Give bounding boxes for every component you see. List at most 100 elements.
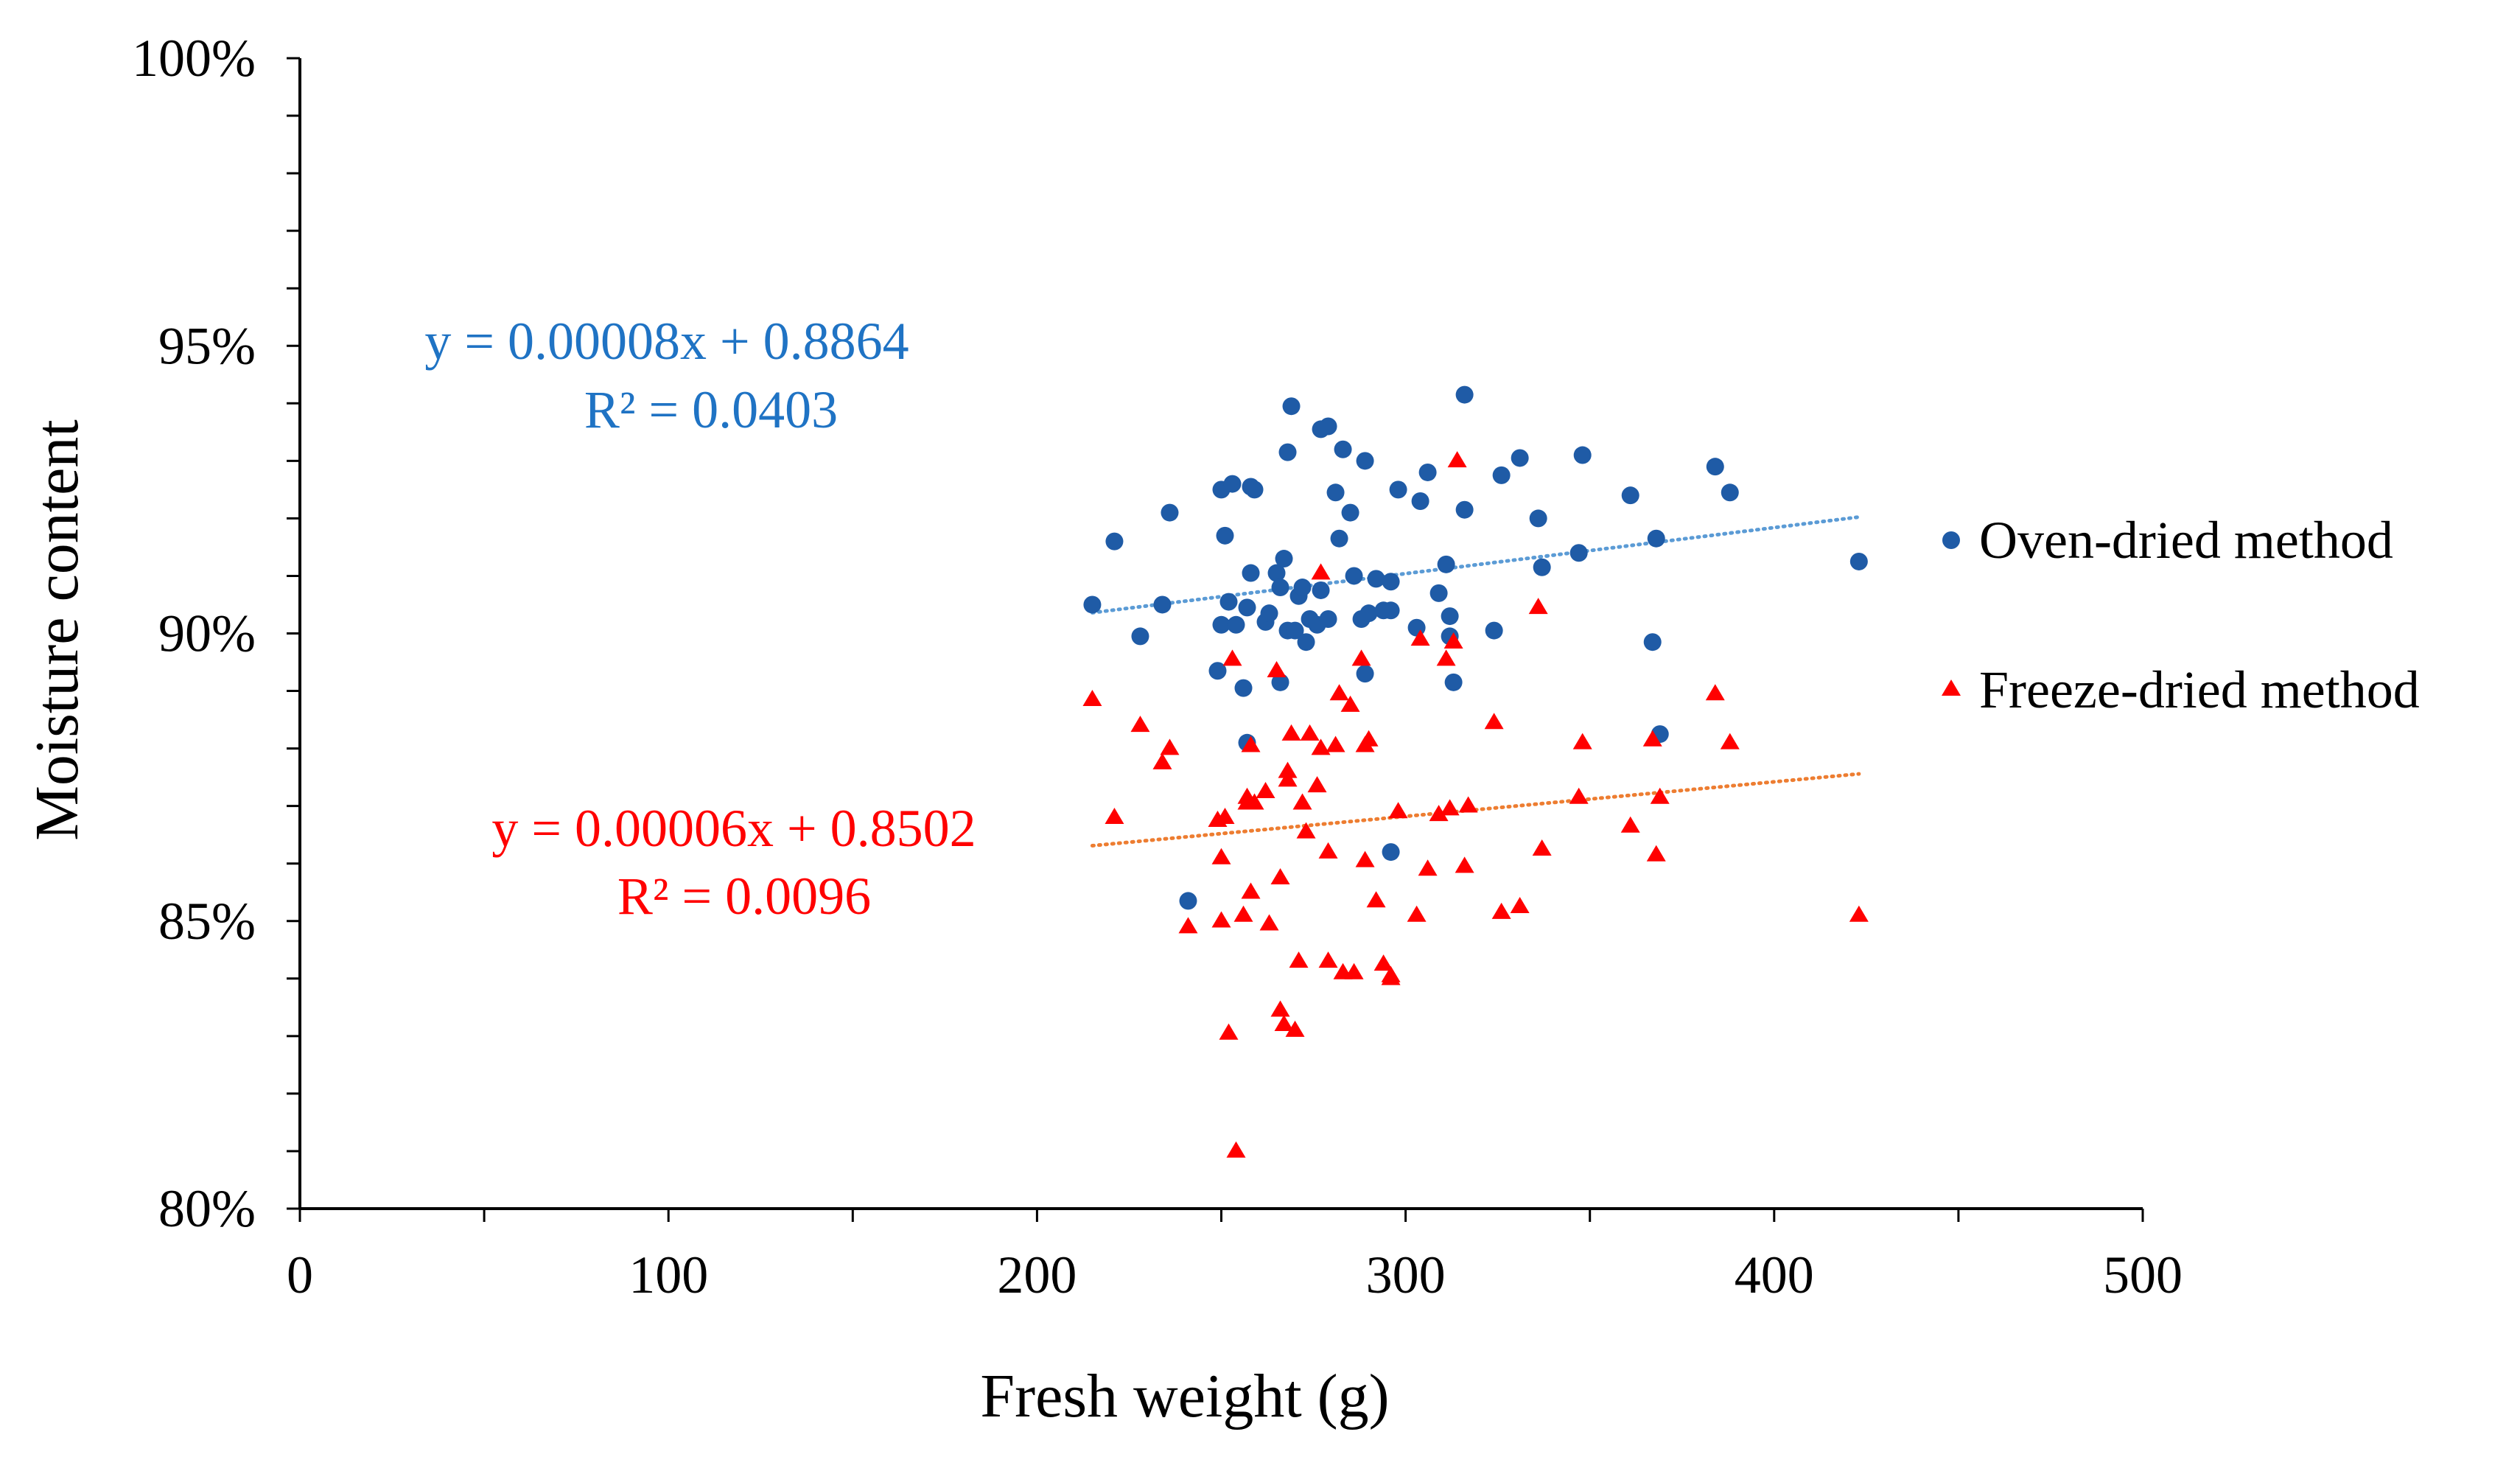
axes <box>287 57 2144 1222</box>
oven-dried-point <box>1330 529 1348 548</box>
oven-dried-point <box>1455 385 1474 404</box>
freeze-dried-point <box>1211 848 1231 864</box>
oven-dried-point <box>1227 615 1245 634</box>
freeze-dried-point <box>1381 965 1401 982</box>
freeze-dried-point <box>1849 905 1869 922</box>
y-tick-label: 85% <box>158 892 256 951</box>
oven-dried-point <box>1706 458 1724 476</box>
oven-dried-point <box>1389 481 1407 499</box>
oven-dried-point <box>1345 567 1363 585</box>
oven-dried-point <box>1271 579 1289 597</box>
data-points <box>1082 385 1869 1158</box>
freeze-dried-point <box>1311 738 1331 755</box>
freeze-dried-point <box>1340 695 1360 712</box>
freeze-dried-point <box>1215 808 1235 825</box>
freeze-dried-point <box>1241 736 1261 752</box>
legend-item-oven-dried: Oven-dried method <box>1942 511 2393 570</box>
freeze-dried-point <box>1410 629 1430 646</box>
freeze-dried-point <box>1642 730 1662 747</box>
oven-dried-trendline <box>1090 515 1861 615</box>
oven-dried-point <box>1341 503 1359 522</box>
freeze-dried-point <box>1226 1141 1246 1158</box>
freeze-dried-point <box>1646 845 1666 862</box>
oven-dried-point <box>1260 604 1278 623</box>
x-tick-label: 300 <box>1366 1245 1446 1304</box>
freeze-dried-point <box>1292 793 1312 810</box>
freeze-dried-point <box>1270 868 1290 885</box>
oven-dried-point <box>1282 397 1301 416</box>
oven-dried-point <box>1441 607 1459 626</box>
freeze-dried-point <box>1455 856 1474 873</box>
oven-dried-point <box>1382 601 1400 620</box>
freeze-dried-equation: y = 0.00006x + 0.8502 <box>491 799 976 858</box>
oven-dried-point <box>1569 544 1588 562</box>
legend-item-freeze-dried: Freeze-dried method <box>1942 660 2420 719</box>
freeze-dried-point <box>1366 891 1386 908</box>
freeze-dried-point <box>1484 713 1504 730</box>
freeze-dried-point <box>1458 796 1478 813</box>
oven-dried-point <box>1312 581 1330 599</box>
oven-dried-point <box>1275 550 1293 568</box>
oven-dried-series <box>1083 385 1868 910</box>
x-tick-label: 400 <box>1735 1245 1814 1304</box>
freeze-dried-point <box>1289 951 1309 968</box>
oven-dried-point <box>1083 595 1102 614</box>
oven-dried-point <box>1418 463 1437 481</box>
oven-dried-point <box>1278 443 1297 461</box>
oven-dried-point <box>1319 609 1337 628</box>
freeze-dried-point <box>1572 733 1592 750</box>
oven-dried-point <box>1455 500 1474 519</box>
oven-dried-point <box>1216 526 1234 545</box>
y-tick-label: 90% <box>158 604 256 663</box>
freeze-dried-point <box>1355 850 1375 867</box>
oven-dried-point <box>1356 665 1374 683</box>
oven-dried-point <box>1643 633 1662 651</box>
x-axis-title: Fresh weight (g) <box>980 1362 1389 1430</box>
y-tick-label: 100% <box>132 29 256 88</box>
oven-dried-point <box>1485 621 1503 640</box>
freeze-dried-point <box>1105 808 1124 825</box>
legend-circle-marker <box>1942 531 1960 549</box>
oven-dried-point <box>1647 529 1665 548</box>
freeze-dried-point <box>1407 905 1427 922</box>
oven-dried-point <box>1153 595 1172 614</box>
freeze-dried-point <box>1307 776 1327 793</box>
oven-dried-point <box>1267 564 1286 582</box>
oven-dried-point <box>1131 627 1149 646</box>
oven-dried-point <box>1286 621 1304 640</box>
oven-dried-point <box>1382 573 1400 591</box>
oven-dried-point <box>1621 486 1639 505</box>
freeze-dried-point <box>1311 563 1331 580</box>
x-tick-label: 100 <box>629 1245 708 1304</box>
legend-label-freeze-dried: Freeze-dried method <box>1979 660 2420 719</box>
oven-dried-point <box>1271 673 1289 691</box>
x-tick-label: 500 <box>2103 1245 2183 1304</box>
freeze-dried-point <box>1245 793 1264 810</box>
oven-dried-point <box>1242 564 1260 582</box>
freeze-dried-point <box>1418 859 1438 876</box>
freeze-dried-point <box>1256 781 1275 798</box>
freeze-dried-point <box>1222 649 1242 666</box>
freeze-dried-point <box>1285 1020 1305 1037</box>
freeze-dried-point <box>1344 962 1364 979</box>
oven-dried-point <box>1429 584 1448 602</box>
freeze-dried-point <box>1267 661 1287 678</box>
freeze-dried-point <box>1300 724 1320 741</box>
freeze-dried-point <box>1528 598 1548 615</box>
freeze-dried-point <box>1296 822 1316 839</box>
freeze-dried-point <box>1329 684 1349 701</box>
freeze-dried-point <box>1211 911 1231 928</box>
oven-dried-point <box>1411 492 1429 510</box>
oven-dried-point <box>1529 509 1547 528</box>
oven-dried-point <box>1444 673 1463 691</box>
freeze-dried-point <box>1219 1023 1239 1040</box>
oven-dried-point <box>1359 604 1378 623</box>
freeze-dried-point <box>1318 842 1338 859</box>
oven-dried-point <box>1161 503 1179 522</box>
oven-dried-point <box>1223 475 1242 493</box>
freeze-dried-point <box>1359 730 1379 747</box>
oven-dried-point <box>1382 843 1400 862</box>
y-tick-label: 80% <box>158 1179 256 1238</box>
freeze-dried-point <box>1436 649 1456 666</box>
